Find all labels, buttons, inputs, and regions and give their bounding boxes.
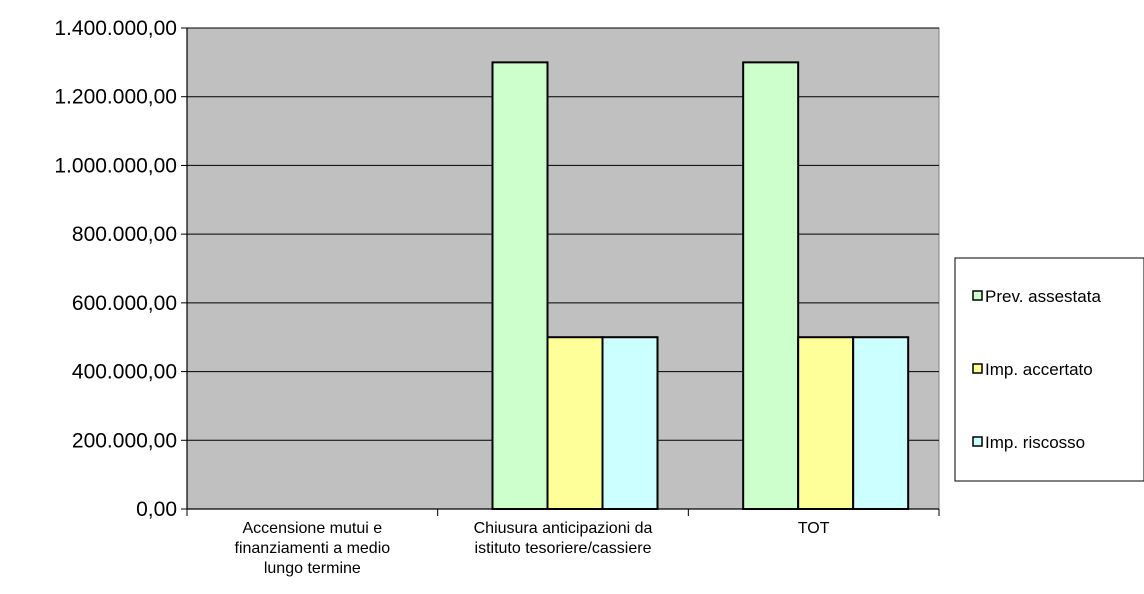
y-tick-label: 1.200.000,00	[54, 86, 177, 109]
legend: Prev. assestata Imp. accertato Imp. riscos…	[954, 257, 1144, 482]
legend-box	[954, 257, 1144, 482]
y-tick-label: 1.000.000,00	[54, 154, 177, 177]
legend-swatch	[972, 363, 983, 374]
x-tick-label: Chiusura anticipazioni da istituto tesori…	[474, 520, 653, 557]
x-axis: Accensione mutui e finanziamenti a medio l…	[186, 508, 940, 577]
x-tick-label-line: finanziamenti a medio	[235, 540, 391, 557]
x-tick-label-line: Chiusura anticipazioni da	[474, 520, 653, 537]
y-tick-label: 800.000,00	[72, 223, 177, 246]
legend-label: Imp. accertato	[985, 360, 1093, 379]
y-tick-label: 0,00	[136, 498, 177, 521]
y-tick-label: 400.000,00	[72, 361, 177, 384]
bar	[491, 61, 549, 510]
bar	[546, 336, 604, 511]
bar	[797, 336, 855, 511]
x-tick-label-line: istituto tesoriere/cassiere	[475, 540, 652, 557]
bar	[601, 336, 659, 511]
x-tick-label-line: Accensione mutui e	[243, 520, 383, 537]
legend-swatch	[972, 290, 983, 301]
y-axis: 0,00 200.000,00 400.000,00 600.000,00 800.00…	[54, 17, 188, 521]
y-tick-label: 1.400.000,00	[54, 17, 177, 40]
x-tick-label: TOT	[798, 520, 830, 537]
legend-label: Prev. assestata	[985, 287, 1101, 306]
x-tick-label-line: lungo termine	[264, 560, 361, 577]
y-tick-label: 200.000,00	[72, 429, 177, 452]
y-tick-label: 600.000,00	[72, 292, 177, 315]
bar	[852, 336, 910, 511]
legend-label: Imp. riscosso	[985, 433, 1085, 452]
x-tick-label: Accensione mutui e finanziamenti a medio l…	[235, 520, 391, 577]
legend-swatch	[972, 436, 983, 447]
bar	[742, 61, 800, 510]
bars	[491, 61, 910, 511]
x-tick-label-line: TOT	[798, 520, 830, 537]
